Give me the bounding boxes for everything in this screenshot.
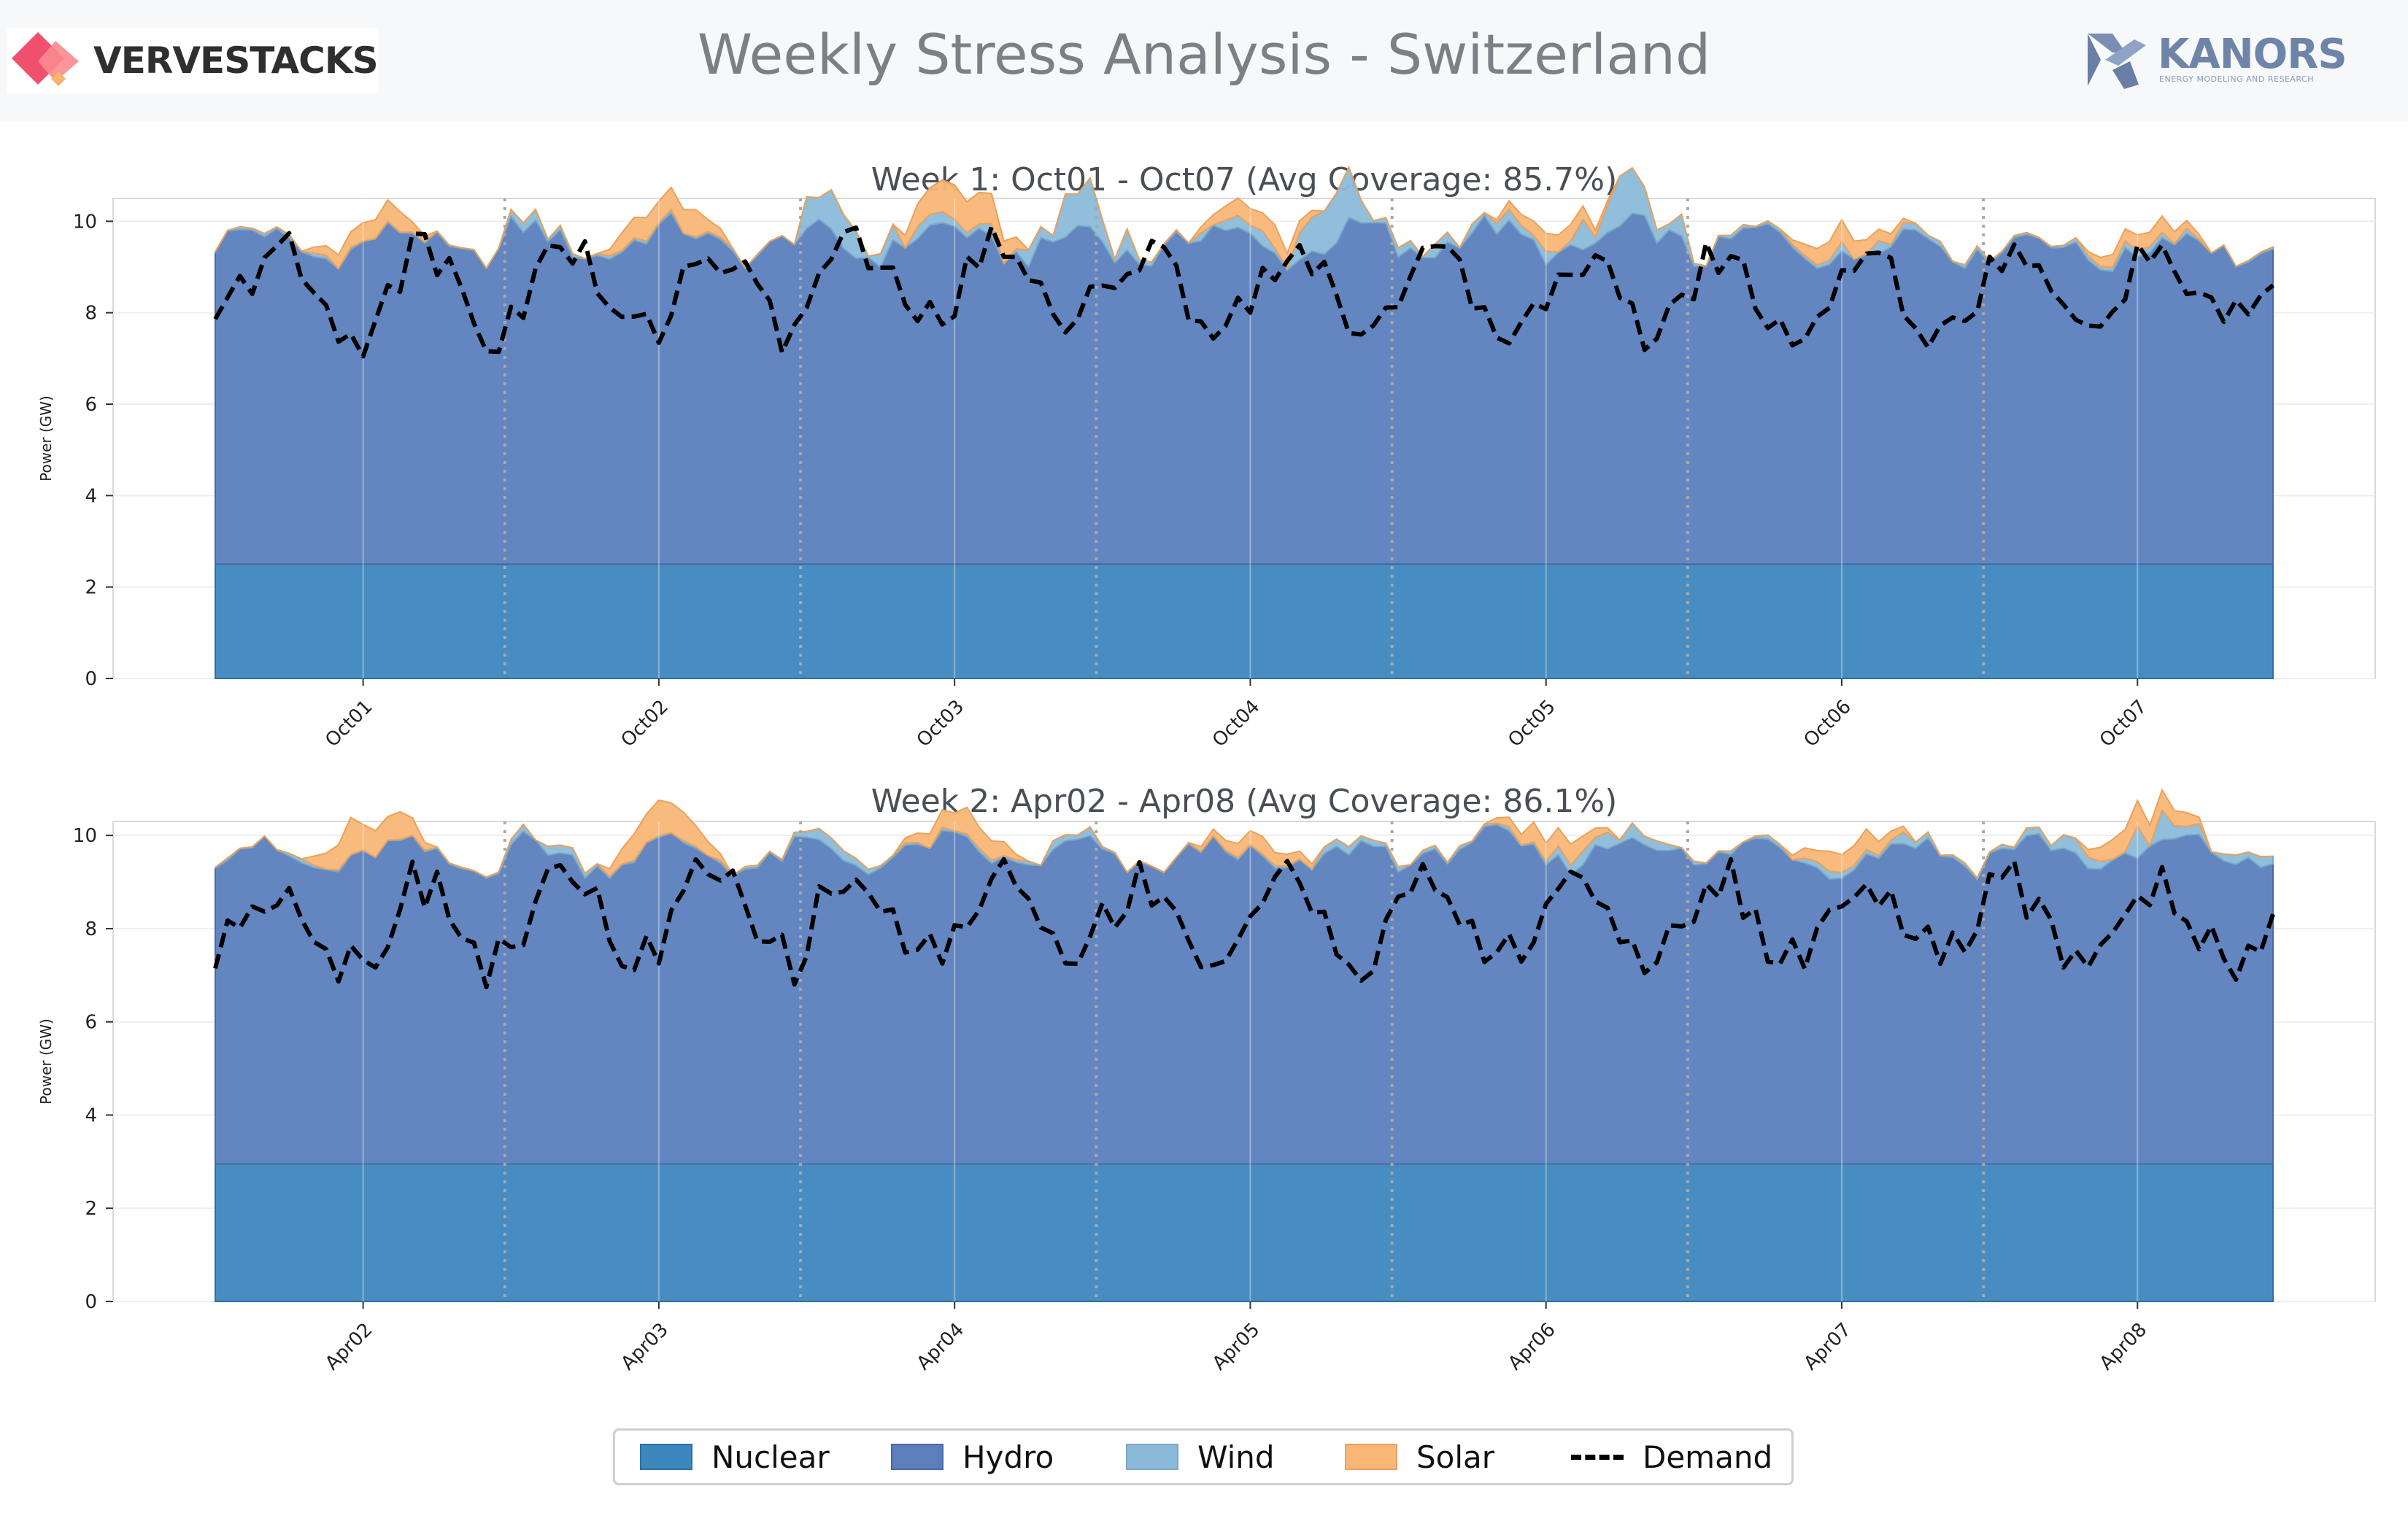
legend-item-nuclear: Nuclear (640, 1431, 830, 1483)
y-tick-label: 4 (85, 1104, 97, 1126)
vervestacks-logo: VERVESTACKS (7, 28, 379, 93)
y-tick-label: 10 (73, 211, 97, 233)
kanors-tagline: ENERGY MODELING AND RESEARCH (2159, 74, 2314, 84)
legend-label-solar: Solar (1416, 1439, 1495, 1475)
area-solar (215, 788, 2274, 880)
y-tick-label: 10 (73, 825, 97, 847)
y-tick-label: 8 (85, 303, 97, 325)
x-tick-label: Apr06 (1504, 1319, 1559, 1374)
legend: Nuclear Hydro Wind Solar Demand (613, 1428, 1794, 1485)
area-hydro (215, 824, 2274, 1165)
legend-label-wind: Wind (1197, 1439, 1275, 1475)
x-tick-label: Oct06 (1800, 696, 1856, 751)
x-tick-label: Apr07 (1800, 1319, 1856, 1374)
y-tick-label: 0 (85, 1291, 97, 1313)
legend-swatch-nuclear (640, 1444, 692, 1470)
chart-week-2: Week 2: Apr02 - Apr08 (Avg Coverage: 86.… (37, 783, 2376, 1374)
legend-label-nuclear: Nuclear (711, 1439, 830, 1475)
legend-swatch-hydro (891, 1444, 943, 1470)
x-tick-label: Apr08 (2096, 1319, 2151, 1374)
demand-line (213, 856, 2275, 989)
kanors-mark-icon (2088, 34, 2146, 89)
area-solar (215, 165, 2274, 271)
area-nuclear (215, 1163, 2274, 1302)
vervestacks-logo-text: VERVESTACKS (93, 39, 379, 82)
y-tick-label: 4 (85, 485, 97, 507)
legend-item-hydro: Hydro (891, 1431, 1054, 1483)
legend-item-demand: Demand (1571, 1431, 1772, 1483)
demand-line (213, 224, 2274, 359)
y-tick-label: 8 (85, 918, 97, 940)
x-tick-label: Apr02 (321, 1319, 377, 1374)
vervestacks-diamond-icon (12, 32, 79, 86)
y-axis-label: Power (GW) (37, 1018, 55, 1104)
y-tick-label: 0 (85, 668, 97, 690)
y-tick-label: 2 (85, 1198, 97, 1220)
legend-swatch-solar (1345, 1444, 1397, 1470)
x-tick-label: Apr04 (913, 1319, 968, 1374)
x-tick-label: Oct04 (1208, 696, 1264, 751)
y-tick-label: 6 (85, 394, 97, 416)
y-tick-label: 6 (85, 1012, 97, 1034)
legend-swatch-demand (1571, 1454, 1624, 1460)
x-tick-label: Oct01 (321, 696, 377, 751)
legend-item-wind: Wind (1126, 1431, 1275, 1483)
kanors-logo: KANORS ENERGY MODELING AND RESEARCH (2083, 28, 2347, 93)
charts-canvas: Week 1: Oct01 - Oct07 (Avg Coverage: 85.… (37, 161, 2376, 1374)
kanors-logo-text: KANORS (2158, 31, 2347, 78)
x-tick-label: Oct02 (617, 696, 672, 751)
y-axis-label: Power (GW) (37, 395, 55, 481)
x-tick-label: Oct05 (1504, 696, 1559, 751)
header: VERVESTACKS Weekly Stress Analysis - Swi… (0, 0, 2408, 121)
legend-swatch-wind (1126, 1444, 1178, 1470)
x-tick-label: Oct07 (2096, 696, 2151, 751)
legend-item-solar: Solar (1345, 1431, 1494, 1483)
chart-week-1: Week 1: Oct01 - Oct07 (Avg Coverage: 85.… (37, 161, 2376, 751)
x-tick-label: Apr05 (1208, 1319, 1264, 1374)
x-tick-label: Apr03 (617, 1319, 672, 1374)
legend-label-demand: Demand (1643, 1439, 1773, 1475)
chart-title: Week 1: Oct01 - Oct07 (Avg Coverage: 85.… (871, 161, 1618, 198)
chart-title: Week 2: Apr02 - Apr08 (Avg Coverage: 86.… (871, 783, 1618, 820)
area-nuclear (215, 563, 2274, 679)
legend-label-hydro: Hydro (962, 1439, 1054, 1475)
page-title: Weekly Stress Analysis - Switzerland (697, 22, 1711, 87)
x-tick-label: Oct03 (913, 696, 968, 751)
y-tick-label: 2 (85, 577, 97, 599)
